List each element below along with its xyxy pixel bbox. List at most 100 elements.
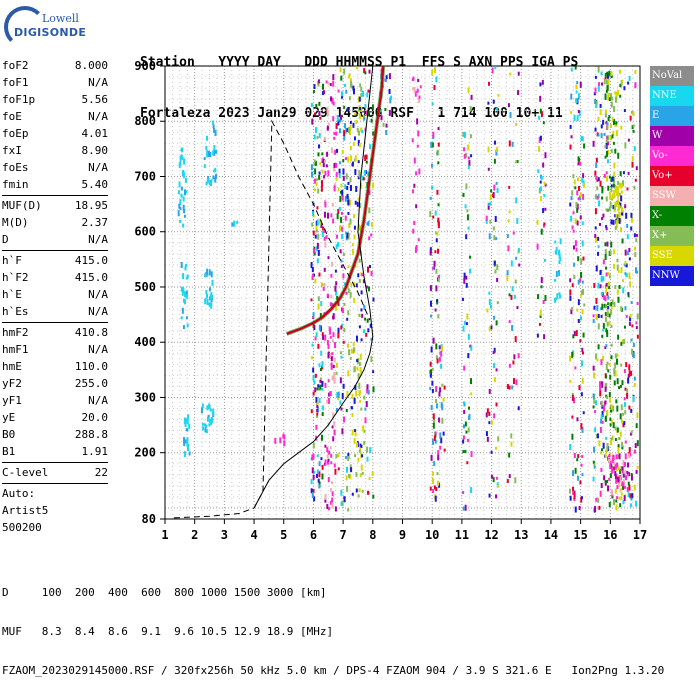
echo-point	[606, 445, 609, 452]
echo-point	[617, 199, 620, 206]
echo-point	[579, 161, 582, 166]
echo-point	[358, 224, 361, 231]
echo-point	[572, 334, 575, 339]
echo-point	[201, 403, 204, 409]
echo-point	[182, 273, 185, 280]
echo-point	[600, 414, 603, 420]
echo-point	[496, 264, 499, 271]
echo-point	[607, 281, 610, 286]
echo-point	[618, 284, 621, 289]
echo-point	[332, 80, 335, 87]
param-row: B1 1.91	[2, 443, 108, 460]
echo-point	[627, 81, 630, 85]
echo-point	[540, 285, 543, 289]
echo-point	[611, 193, 614, 200]
echo-point	[206, 416, 209, 422]
echo-point	[617, 152, 620, 159]
echo-point	[542, 121, 545, 125]
echo-point	[470, 450, 473, 457]
param-row: hmE 110.0	[2, 358, 108, 375]
echo-point	[360, 127, 363, 132]
echo-point	[510, 441, 513, 447]
echo-point	[206, 293, 209, 299]
param-row: foEp 4.01	[2, 125, 108, 142]
echo-point	[337, 467, 340, 471]
echo-point	[582, 182, 585, 188]
echo-point	[610, 309, 613, 315]
param-row: hmF2 410.8	[2, 324, 108, 341]
echo-point	[624, 453, 627, 460]
echo-point	[317, 233, 320, 240]
echo-point	[622, 473, 625, 478]
echo-point	[629, 452, 632, 457]
echo-point	[539, 135, 542, 141]
echo-point	[620, 212, 623, 216]
echo-point	[211, 279, 214, 286]
echo-point	[358, 171, 361, 178]
echo-point	[321, 231, 324, 238]
echo-point	[625, 362, 628, 368]
echo-point	[613, 171, 616, 176]
echo-point	[592, 318, 595, 323]
echo-point	[443, 385, 446, 390]
echo-point	[282, 433, 285, 437]
echo-point	[334, 468, 337, 475]
echo-point	[616, 454, 619, 459]
echo-point	[610, 149, 613, 154]
echo-point	[492, 193, 495, 197]
echo-point	[318, 111, 321, 117]
echo-point	[388, 73, 391, 80]
echo-point	[335, 162, 338, 168]
echo-point	[624, 306, 627, 311]
echo-point	[467, 87, 470, 94]
echo-point	[432, 131, 435, 138]
echo-point	[554, 278, 557, 282]
echo-point	[318, 461, 321, 467]
echo-point	[610, 489, 613, 496]
echo-point	[208, 269, 211, 276]
echo-point	[596, 304, 599, 311]
echo-point	[593, 305, 596, 310]
echo-point	[558, 292, 561, 296]
echo-point	[626, 486, 629, 492]
echo-point	[467, 144, 470, 151]
echo-point	[210, 271, 213, 278]
echo-point	[429, 486, 432, 491]
echo-point	[555, 249, 558, 254]
echo-point	[379, 109, 382, 113]
echo-point	[606, 241, 609, 247]
echo-point	[318, 144, 321, 149]
echo-point	[633, 185, 636, 190]
echo-point	[614, 186, 617, 193]
echo-point	[354, 432, 357, 437]
echo-point	[605, 328, 608, 333]
echo-point	[371, 471, 374, 476]
echo-point	[318, 324, 321, 331]
echo-point	[608, 70, 611, 76]
legend-item: E	[650, 106, 694, 126]
echo-point	[605, 364, 608, 371]
echo-point	[334, 285, 337, 292]
echo-point	[467, 427, 470, 433]
param-name: hmE	[2, 360, 22, 373]
echo-point	[620, 404, 623, 411]
echo-point	[341, 189, 344, 196]
echo-point	[316, 414, 319, 418]
echo-point	[185, 190, 188, 194]
echo-point	[345, 475, 348, 481]
echo-point	[355, 283, 358, 288]
echo-point	[571, 190, 574, 196]
echo-point	[615, 399, 618, 404]
echo-point	[181, 307, 184, 314]
echo-point	[571, 351, 574, 358]
echo-point	[417, 238, 420, 242]
echo-point	[465, 183, 468, 190]
echo-point	[491, 420, 494, 425]
echo-point	[331, 339, 334, 343]
echo-point	[324, 444, 327, 448]
echo-point	[495, 402, 498, 407]
echo-point	[614, 285, 617, 290]
echo-point	[442, 397, 445, 402]
echo-point	[349, 199, 352, 206]
echo-point	[613, 189, 616, 193]
